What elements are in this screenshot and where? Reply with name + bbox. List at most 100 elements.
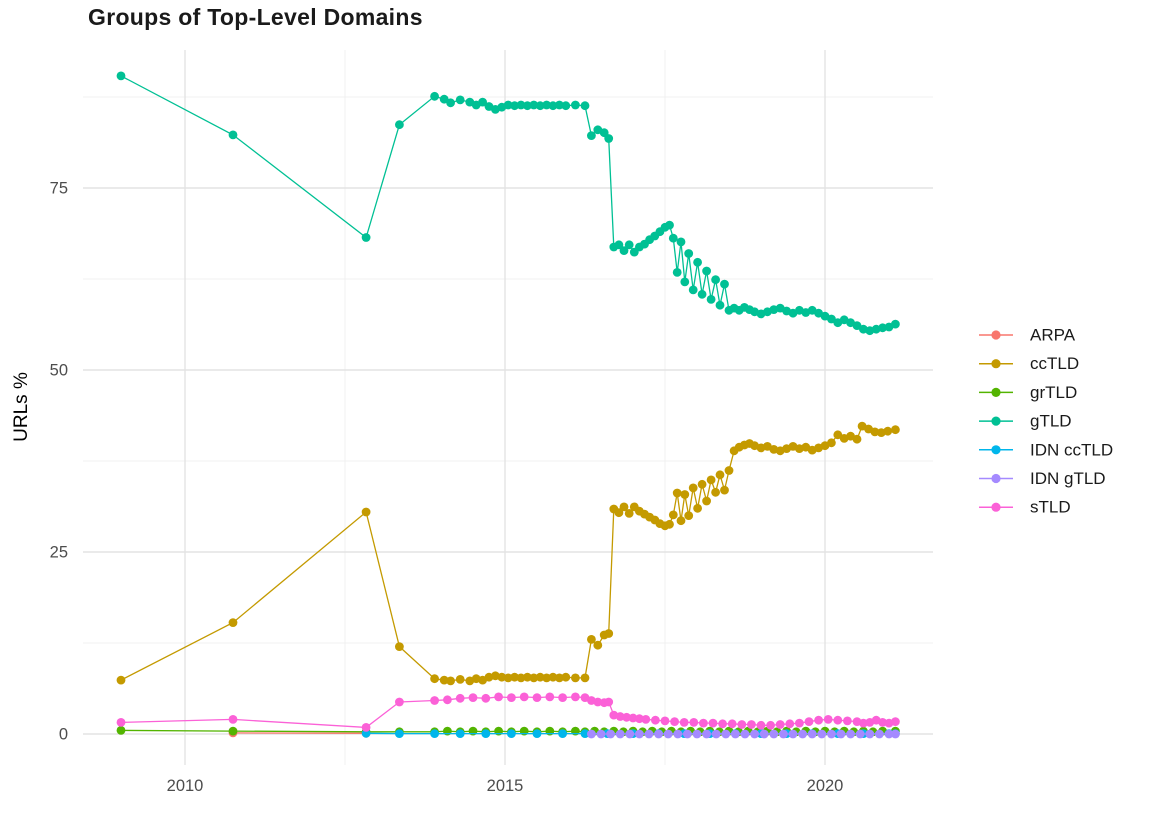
data-point xyxy=(228,726,238,736)
data-point xyxy=(228,130,238,140)
data-point xyxy=(507,693,516,702)
data-point xyxy=(740,729,750,739)
data-point xyxy=(870,427,880,437)
legend-key-dot xyxy=(991,502,1001,512)
data-point xyxy=(395,120,404,130)
data-point xyxy=(619,502,629,512)
data-point xyxy=(443,695,452,705)
data-point xyxy=(503,673,513,683)
data-point xyxy=(548,672,558,682)
data-point xyxy=(593,640,603,650)
data-point xyxy=(711,275,720,285)
data-point xyxy=(692,729,702,739)
data-point xyxy=(580,101,590,111)
data-point xyxy=(769,729,779,739)
data-point xyxy=(697,479,707,489)
chart-title: Groups of Top-Level Domains xyxy=(88,4,423,30)
data-point xyxy=(116,71,126,81)
data-point xyxy=(883,426,893,436)
data-point xyxy=(542,673,551,683)
data-point xyxy=(558,693,567,702)
data-point xyxy=(673,729,683,739)
legend-item-idn-cctld: IDN ccTLD xyxy=(979,440,1113,459)
data-point xyxy=(532,693,542,702)
data-point xyxy=(891,425,900,435)
data-point xyxy=(523,101,532,111)
data-point xyxy=(580,673,590,683)
data-point xyxy=(670,717,679,726)
series-line xyxy=(120,75,896,332)
data-point xyxy=(587,131,596,141)
data-point xyxy=(654,729,663,739)
data-point xyxy=(665,519,674,529)
data-point xyxy=(555,673,564,683)
data-point xyxy=(651,715,660,725)
data-point xyxy=(706,295,716,304)
y-tick-label: 50 xyxy=(50,362,68,380)
data-point xyxy=(706,475,716,485)
data-point xyxy=(361,233,371,242)
data-point xyxy=(228,618,238,627)
data-point xyxy=(660,716,670,726)
data-point xyxy=(665,220,674,230)
data-point xyxy=(571,673,580,683)
data-point xyxy=(395,642,404,651)
data-point xyxy=(785,719,795,729)
data-point xyxy=(644,729,654,739)
data-point xyxy=(593,697,603,707)
data-point xyxy=(891,319,900,329)
data-point xyxy=(516,100,526,110)
data-point xyxy=(587,729,596,739)
data-point xyxy=(747,720,756,729)
data-point xyxy=(711,729,721,739)
data-point xyxy=(684,249,694,258)
data-point xyxy=(836,729,846,739)
data-point xyxy=(596,729,606,739)
data-point xyxy=(718,719,727,729)
data-point xyxy=(846,729,855,739)
data-point xyxy=(724,466,734,475)
data-point xyxy=(859,718,868,728)
data-point xyxy=(684,511,694,520)
data-point xyxy=(604,697,614,707)
legend-key-dot xyxy=(991,387,1001,397)
data-point xyxy=(817,729,827,739)
data-point xyxy=(641,715,651,724)
data-point xyxy=(529,100,539,110)
data-point xyxy=(614,508,624,518)
series-layer xyxy=(116,71,900,739)
legend-key-dot xyxy=(991,473,1001,484)
data-point xyxy=(676,237,686,247)
data-point xyxy=(614,240,624,250)
data-point xyxy=(497,672,507,682)
data-point xyxy=(624,509,634,518)
data-point xyxy=(619,246,629,256)
data-point xyxy=(606,729,615,739)
data-point xyxy=(535,101,545,111)
data-point xyxy=(804,717,814,726)
y-tick-label: 0 xyxy=(59,726,68,744)
legend-item-gtld: gTLD xyxy=(979,412,1072,431)
data-point xyxy=(727,719,737,729)
data-point xyxy=(510,101,519,111)
data-point xyxy=(548,101,558,111)
data-point xyxy=(715,300,725,310)
data-point xyxy=(455,729,465,738)
legend-item-cctld: ccTLD xyxy=(979,354,1079,373)
data-point xyxy=(689,718,699,727)
data-point xyxy=(715,470,725,480)
data-point xyxy=(615,712,625,721)
data-point xyxy=(878,323,887,333)
data-point xyxy=(510,672,519,682)
legend-key-dot xyxy=(991,416,1001,426)
data-point xyxy=(561,672,571,682)
data-point xyxy=(672,268,682,277)
data-point xyxy=(814,715,823,725)
data-point xyxy=(507,729,516,738)
data-point xyxy=(446,676,455,686)
data-point xyxy=(699,718,708,728)
data-point xyxy=(852,434,862,444)
data-point xyxy=(683,729,692,739)
data-point xyxy=(624,240,634,250)
